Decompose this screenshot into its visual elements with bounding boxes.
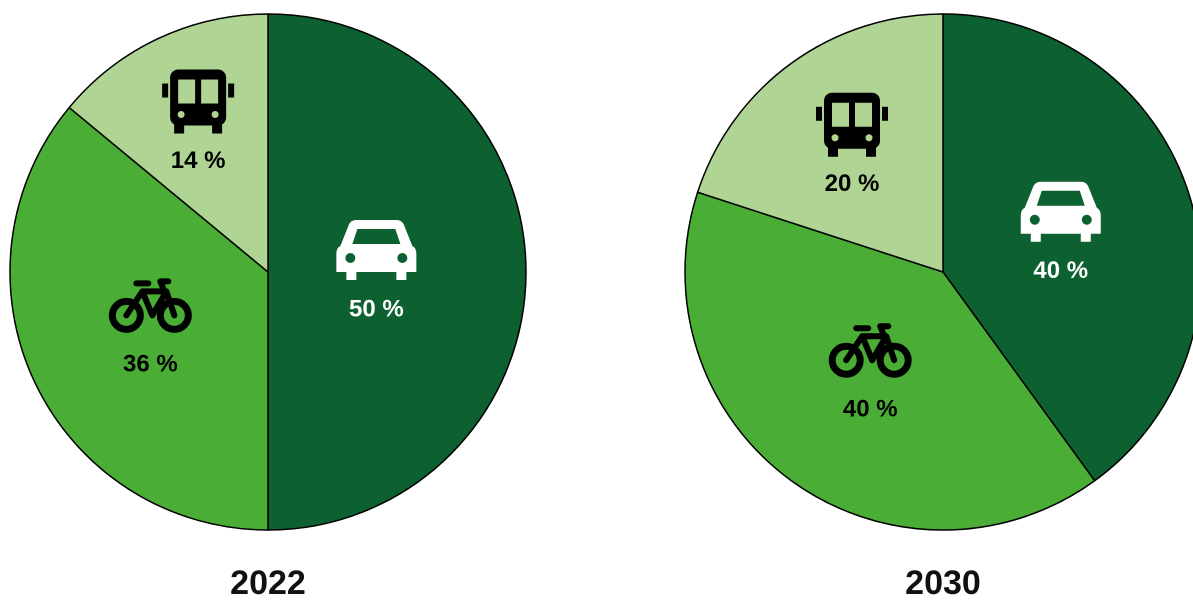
slice-icon	[1020, 181, 1101, 242]
wheel	[876, 342, 912, 378]
bus-mirror	[816, 106, 823, 121]
car-light	[397, 253, 408, 263]
wheel	[108, 297, 144, 333]
wheel	[156, 297, 192, 333]
pie-slice	[696, 13, 944, 274]
wheel	[828, 342, 864, 378]
chart-title: 2030	[905, 564, 981, 601]
bus-wheel	[212, 123, 223, 134]
value-label: 20 %	[825, 170, 880, 197]
car-window	[1036, 190, 1085, 206]
slice-icon	[816, 92, 889, 157]
car-light	[1029, 214, 1040, 225]
bus-mirror	[162, 83, 169, 98]
slice-icon	[828, 323, 912, 378]
bus-wheel	[828, 146, 839, 157]
value-label: 36 %	[123, 351, 178, 378]
bus-window	[855, 102, 873, 127]
bus-window	[201, 79, 219, 104]
car-light	[345, 253, 356, 263]
value-label: 50 %	[349, 295, 404, 322]
value-label: 40 %	[1033, 257, 1088, 284]
car-light	[1081, 214, 1092, 225]
bus-wheel	[174, 123, 185, 134]
pie-slice	[684, 191, 1096, 531]
bus-wheel	[866, 146, 877, 157]
bus-mirror	[228, 83, 235, 98]
bus-mirror	[882, 106, 889, 121]
value-label: 14 %	[171, 147, 226, 174]
pie-slice	[942, 13, 1193, 482]
slice-icon	[336, 220, 417, 280]
slice-icon	[108, 278, 192, 333]
car-window	[352, 229, 401, 244]
frame	[843, 323, 898, 364]
value-label: 40 %	[843, 396, 898, 423]
bus-window	[178, 79, 196, 104]
bus-light	[865, 134, 873, 142]
bus-light	[177, 111, 185, 119]
bus-light	[211, 111, 219, 119]
bus-window	[832, 102, 850, 127]
bus-light	[831, 134, 839, 142]
chart-title: 2022	[230, 564, 306, 601]
frame	[123, 278, 178, 319]
slice-icon	[162, 69, 235, 134]
